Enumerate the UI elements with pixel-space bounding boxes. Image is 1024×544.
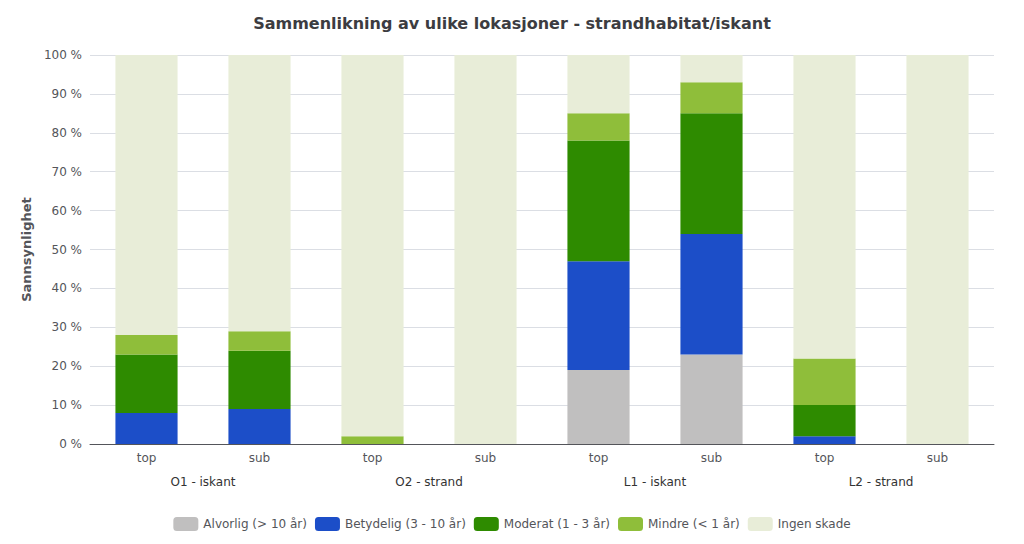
svg-text:30 %: 30 % xyxy=(52,320,83,334)
svg-text:70 %: 70 % xyxy=(52,165,83,179)
svg-text:top: top xyxy=(589,451,609,465)
svg-text:sub: sub xyxy=(927,451,948,465)
svg-text:sub: sub xyxy=(249,451,270,465)
svg-text:0 %: 0 % xyxy=(59,437,82,451)
svg-text:L1 - iskant: L1 - iskant xyxy=(624,475,687,489)
svg-text:top: top xyxy=(815,451,835,465)
svg-text:L2 - strand: L2 - strand xyxy=(849,475,914,489)
svg-text:50 %: 50 % xyxy=(52,243,83,257)
svg-text:60 %: 60 % xyxy=(52,204,83,218)
svg-text:90 %: 90 % xyxy=(52,87,83,101)
svg-text:Alvorlig (> 10 år): Alvorlig (> 10 år) xyxy=(203,517,307,531)
svg-text:40 %: 40 % xyxy=(52,281,83,295)
svg-text:sub: sub xyxy=(701,451,722,465)
svg-text:Moderat (1 - 3 år): Moderat (1 - 3 år) xyxy=(504,517,610,531)
svg-text:20 %: 20 % xyxy=(52,359,83,373)
svg-text:Sannsynlighet: Sannsynlighet xyxy=(19,197,34,302)
svg-text:80 %: 80 % xyxy=(52,126,83,140)
svg-text:Sammenlikning av ulike lokasjo: Sammenlikning av ulike lokasjoner - stra… xyxy=(253,14,771,33)
svg-text:100 %: 100 % xyxy=(44,48,82,62)
svg-text:top: top xyxy=(137,451,157,465)
svg-text:Betydelig (3 - 10 år): Betydelig (3 - 10 år) xyxy=(345,517,466,531)
svg-text:O2 - strand: O2 - strand xyxy=(395,475,463,489)
svg-text:Mindre (< 1 år): Mindre (< 1 år) xyxy=(648,517,740,531)
svg-text:Ingen skade: Ingen skade xyxy=(778,517,851,531)
svg-text:O1 - iskant: O1 - iskant xyxy=(170,475,235,489)
svg-text:top: top xyxy=(363,451,383,465)
svg-text:10 %: 10 % xyxy=(52,398,83,412)
svg-text:sub: sub xyxy=(475,451,496,465)
